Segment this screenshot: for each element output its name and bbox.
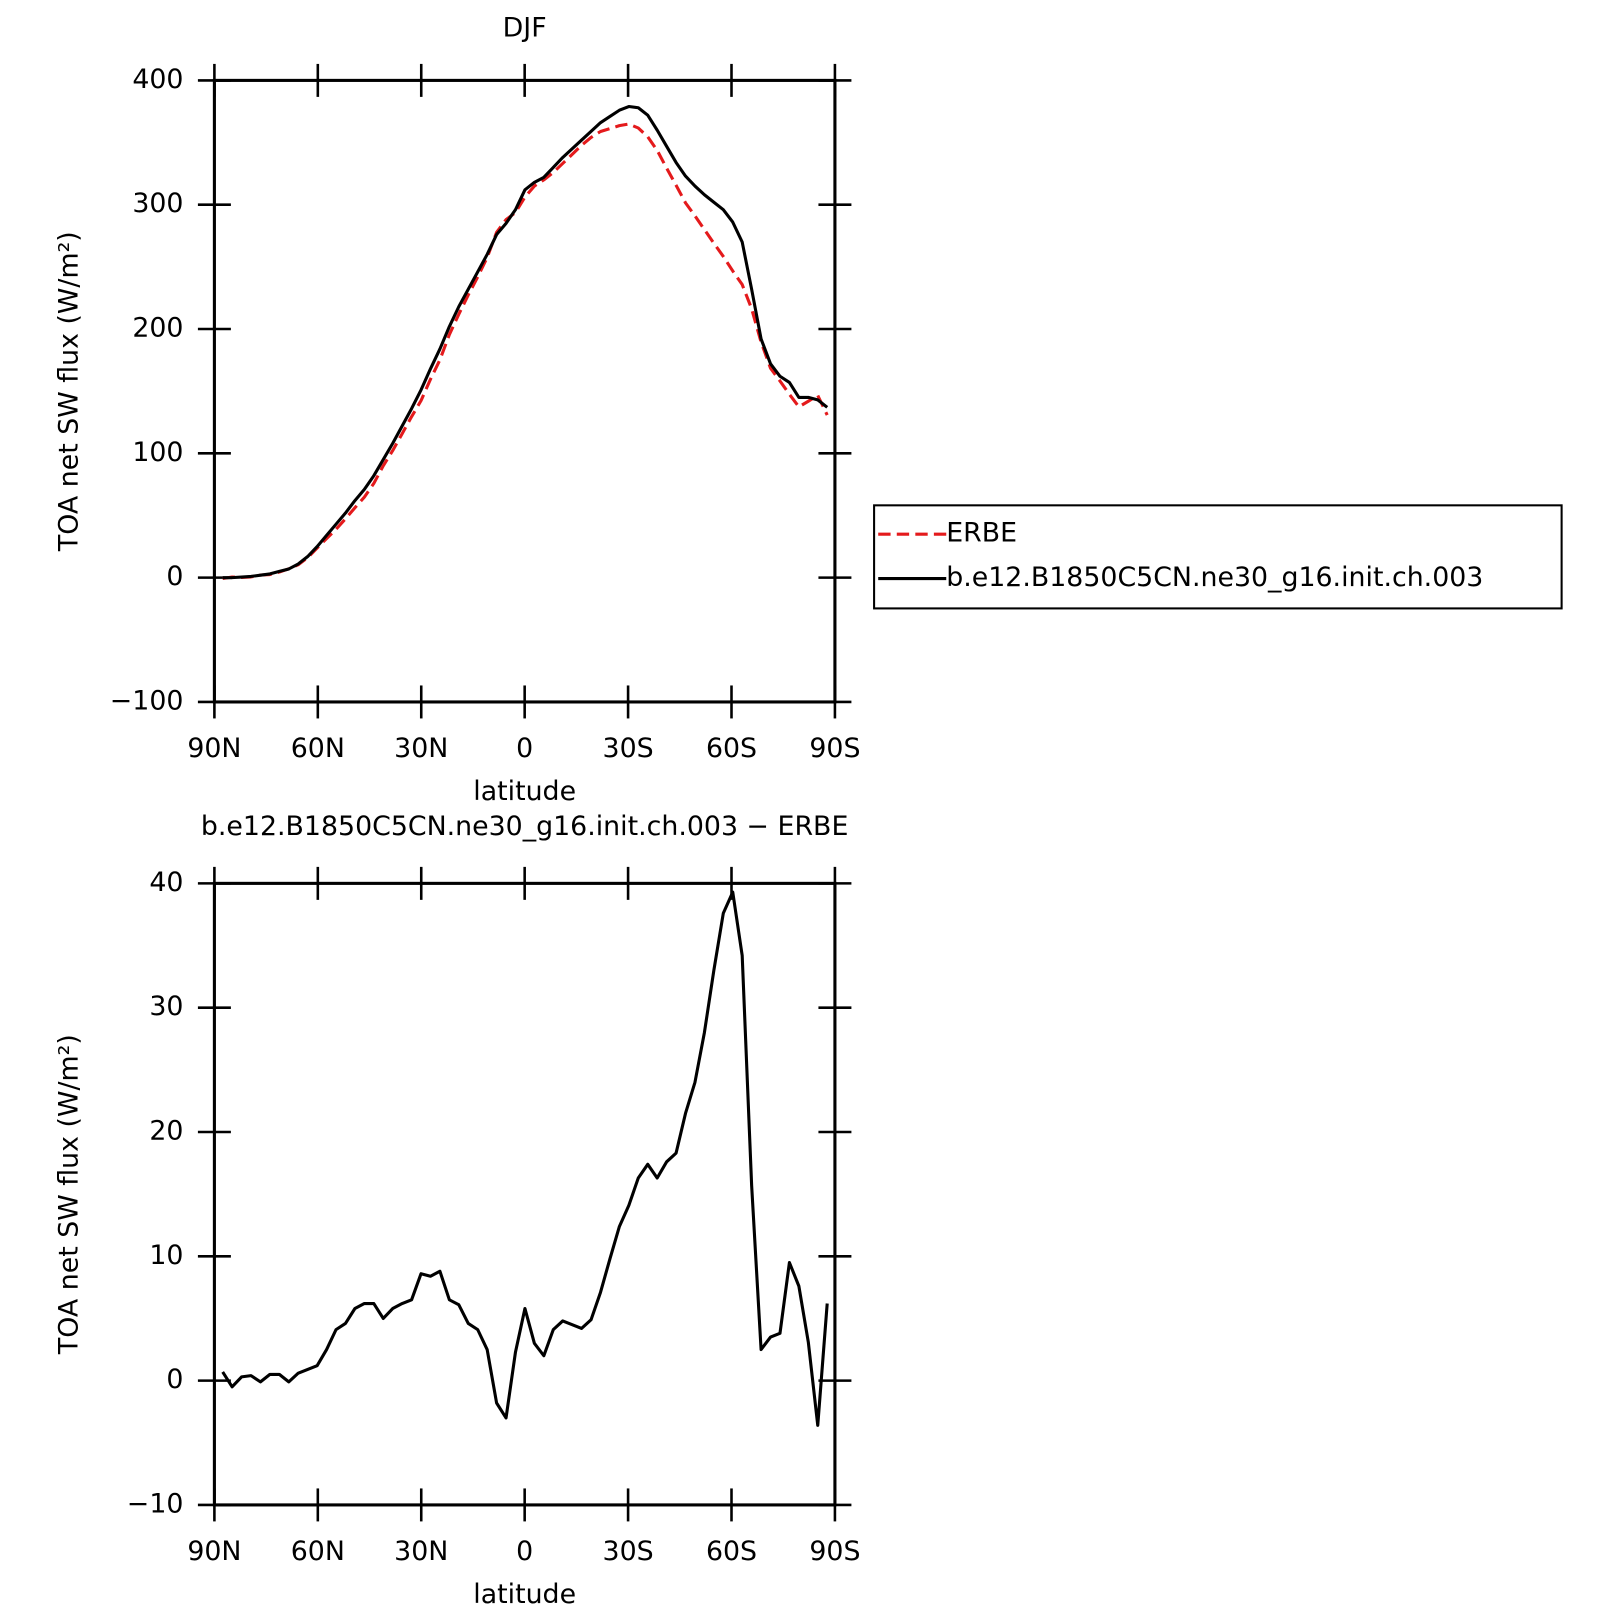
plot-frame [212, 881, 837, 1507]
legend-box [873, 504, 1563, 610]
x-tick-label: 90N [187, 1536, 241, 1567]
y-tick-label: 10 [149, 1240, 183, 1271]
y-tick-label: 400 [132, 64, 183, 95]
x-axis-label: latitude [473, 776, 576, 807]
x-tick-label: 60S [706, 733, 757, 764]
x-tick-label: 90S [809, 733, 860, 764]
series-line [221, 890, 829, 1427]
x-tick-label: 90S [809, 1536, 860, 1567]
x-tick-label: 30S [603, 1536, 654, 1567]
series-line [222, 104, 829, 580]
y-tick-label: −10 [127, 1488, 184, 1519]
x-tick-label: 30S [603, 733, 654, 764]
y-tick-label: 20 [149, 1115, 183, 1146]
legend-label: b.e12.B1850C5CN.ne30_g16.init.ch.003 [946, 562, 1483, 593]
y-tick-label: 100 [132, 437, 183, 468]
x-tick-label: 30N [394, 733, 448, 764]
y-tick-label: 300 [132, 188, 183, 219]
legend-label: ERBE [946, 518, 1017, 549]
x-tick-label: 30N [394, 1536, 448, 1567]
x-tick-label: 0 [516, 733, 533, 764]
y-tick-label: 200 [132, 313, 183, 344]
y-tick-label: 30 [149, 991, 183, 1022]
chart-title: DJF [503, 12, 547, 43]
x-tick-label: 0 [516, 1536, 533, 1567]
y-axis-label: TOA net SW flux (W/m²) [54, 1034, 85, 1355]
y-tick-label: 0 [166, 561, 183, 592]
x-axis-label: latitude [473, 1579, 576, 1608]
x-tick-label: 60N [291, 1536, 345, 1567]
y-tick-label: 40 [149, 867, 183, 898]
y-tick-label: 0 [166, 1364, 183, 1395]
y-axis-label: TOA net SW flux (W/m²) [54, 231, 85, 552]
x-tick-label: 60S [706, 1536, 757, 1567]
plot-frame [212, 78, 837, 704]
x-tick-label: 60N [291, 733, 345, 764]
y-tick-label: −100 [110, 685, 184, 716]
chart-title: b.e12.B1850C5CN.ne30_g16.init.ch.003 − E… [201, 811, 848, 842]
x-tick-label: 90N [187, 733, 241, 764]
series-line [222, 122, 829, 581]
